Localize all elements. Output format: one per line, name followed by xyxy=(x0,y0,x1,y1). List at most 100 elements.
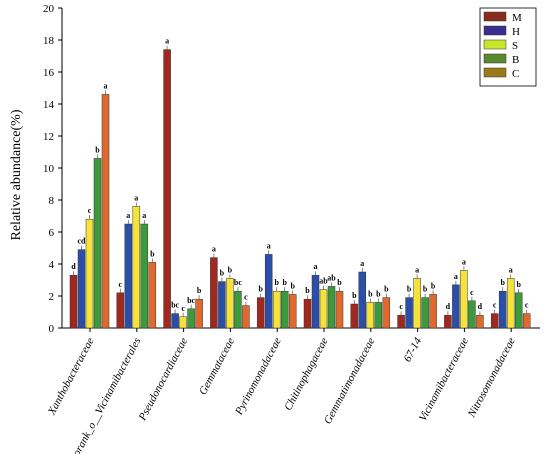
significance-label: a xyxy=(165,37,169,46)
bar-S-5 xyxy=(319,289,328,329)
bar-H-8 xyxy=(452,284,460,329)
bar-B-6 xyxy=(374,302,383,329)
bar-M-6 xyxy=(350,303,359,329)
bar-B-8 xyxy=(468,300,476,329)
significance-label: c xyxy=(525,301,529,310)
bar-M-8 xyxy=(444,314,452,329)
bar-M-0 xyxy=(69,274,78,329)
significance-label: d xyxy=(478,302,483,311)
significance-label: cd xyxy=(78,237,87,246)
y-tick-label: 18 xyxy=(43,35,55,47)
significance-label: b xyxy=(290,281,295,290)
legend-swatch-B xyxy=(483,53,507,64)
significance-label: b xyxy=(431,281,436,290)
legend-swatch-S xyxy=(483,39,507,50)
significance-label: b xyxy=(95,145,100,154)
bar-S-9 xyxy=(506,278,515,329)
category-label: Pyrinomonadaceae xyxy=(233,336,284,418)
x-axis-labels: Xanthobacteraceaenorank_o__Vicinamibacte… xyxy=(45,328,518,454)
significance-label: a xyxy=(142,211,146,220)
significance-label: a xyxy=(509,265,513,274)
bar-H-4 xyxy=(264,254,273,329)
y-tick-label: 2 xyxy=(49,291,55,303)
significance-label: a xyxy=(267,241,271,250)
significance-label: d xyxy=(71,262,76,271)
bar-M-3 xyxy=(210,257,218,329)
significance-label: a xyxy=(134,193,138,202)
significance-label: b xyxy=(150,249,155,258)
bar-M-4 xyxy=(256,297,265,329)
bar-C-3 xyxy=(242,305,250,329)
bar-B-4 xyxy=(280,290,289,329)
bar-C-2 xyxy=(195,298,203,329)
y-tick-label: 20 xyxy=(43,3,55,15)
significance-label: b xyxy=(274,278,279,287)
legend-label-C: C xyxy=(512,68,519,80)
significance-label: a xyxy=(126,211,130,220)
bar-S-3 xyxy=(226,278,234,329)
bar-S-4 xyxy=(272,290,281,329)
significance-label: b xyxy=(305,286,310,295)
significance-label: a xyxy=(212,245,216,254)
significance-label: b xyxy=(384,285,389,294)
y-tick-label: 6 xyxy=(49,227,55,239)
bar-C-8 xyxy=(476,314,484,329)
category-label: Chitinophagaceae xyxy=(282,336,331,413)
bar-B-1 xyxy=(140,223,149,329)
bar-S-8 xyxy=(460,270,468,329)
bar-C-6 xyxy=(382,297,391,329)
significance-label: ab xyxy=(327,273,336,282)
significance-label: bc xyxy=(187,296,195,305)
bar-H-0 xyxy=(77,249,86,329)
significance-label: b xyxy=(407,285,412,294)
significance-label: d xyxy=(446,302,451,311)
legend-swatch-H xyxy=(483,25,507,36)
bar-B-2 xyxy=(187,308,195,329)
significance-label: c xyxy=(119,280,123,289)
y-tick-label: 16 xyxy=(43,67,55,79)
y-tick-label: 14 xyxy=(43,99,55,111)
significance-label: b xyxy=(337,278,342,287)
category-label: Xanthobacteraceae xyxy=(45,336,96,418)
significance-label: b xyxy=(228,265,233,274)
bar-S-2 xyxy=(179,316,187,329)
bar-M-1 xyxy=(116,292,125,329)
bars-group xyxy=(69,45,531,329)
bar-H-5 xyxy=(311,274,320,329)
significance-label: c xyxy=(470,288,474,297)
significance-label: c xyxy=(88,206,92,215)
bar-H-1 xyxy=(124,223,133,329)
y-tick-label: 8 xyxy=(49,195,55,207)
significance-label: b xyxy=(516,280,521,289)
bar-S-1 xyxy=(132,206,141,329)
category-label: Vicinamibacteraceae xyxy=(417,336,471,424)
legend-swatch-C xyxy=(483,67,507,78)
significance-label: b xyxy=(376,289,381,298)
y-tick-label: 10 xyxy=(43,163,55,175)
significance-label: bc xyxy=(171,301,179,310)
bar-C-7 xyxy=(429,294,437,329)
legend-label-M: M xyxy=(512,12,522,24)
significance-label: c xyxy=(181,304,185,313)
significance-label: b xyxy=(368,289,373,298)
bar-B-9 xyxy=(514,292,523,329)
category-label: Gemmataceae xyxy=(197,336,237,397)
y-axis-label: Relative abundance(%) xyxy=(9,109,24,240)
y-tick-label: 0 xyxy=(49,323,55,335)
category-label: Pseudonocardiaceae xyxy=(136,336,190,424)
significance-label: b xyxy=(352,291,357,300)
significance-label: b xyxy=(220,269,225,278)
significance-label: a xyxy=(462,257,466,266)
significance-label: a xyxy=(360,259,364,268)
significance-label: a xyxy=(104,81,108,90)
significance-label: a xyxy=(454,272,458,281)
bar-H-9 xyxy=(498,290,507,329)
bar-S-0 xyxy=(85,218,94,329)
significance-label: b xyxy=(258,285,263,294)
bar-C-4 xyxy=(288,294,297,329)
bar-S-7 xyxy=(413,278,421,329)
category-label: 67-14 xyxy=(402,335,425,364)
bar-H-6 xyxy=(358,271,367,329)
